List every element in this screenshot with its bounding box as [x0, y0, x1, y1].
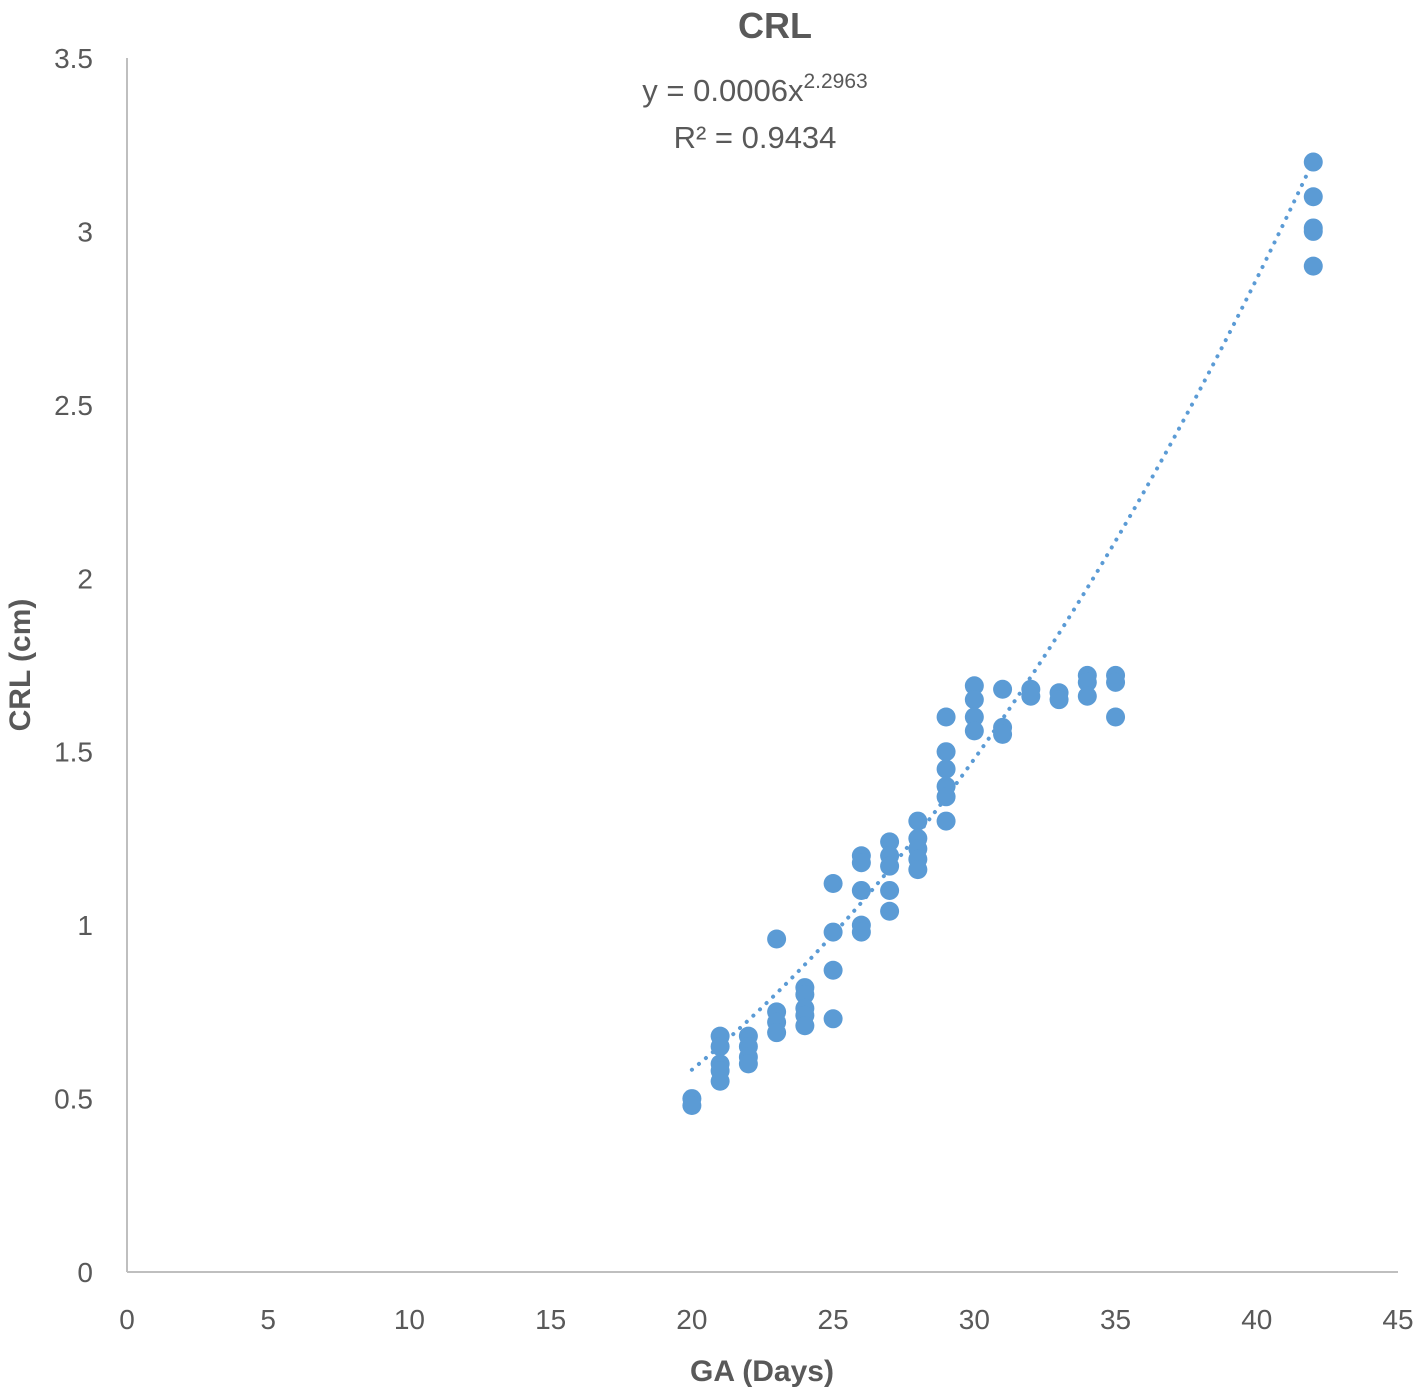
y-tick-label: 2 [77, 563, 93, 594]
data-point [936, 742, 956, 762]
trendline-equation-exponent: 2.2963 [803, 70, 867, 93]
y-tick-label: 3.5 [54, 43, 93, 74]
data-point [908, 860, 928, 880]
y-tick-labels: 0 0.5 1 1.5 2 2.5 3 3.5 [54, 43, 93, 1288]
data-point [1077, 686, 1097, 706]
data-point [880, 856, 900, 876]
x-tick-label: 0 [119, 1304, 135, 1335]
data-points [682, 152, 1323, 1116]
data-point [682, 1096, 702, 1116]
chart-title: CRL [738, 5, 812, 46]
data-point [851, 880, 871, 900]
x-tick-label: 40 [1241, 1304, 1272, 1335]
data-point [851, 853, 871, 873]
y-tick-label: 1 [77, 910, 93, 941]
data-point [1303, 187, 1323, 207]
data-point [993, 679, 1013, 699]
data-point [964, 721, 984, 741]
x-tick-label: 20 [676, 1304, 707, 1335]
data-point [795, 1016, 815, 1036]
x-tick-label: 25 [818, 1304, 849, 1335]
data-point [936, 759, 956, 779]
data-point [823, 874, 843, 894]
data-point [823, 960, 843, 980]
trendline-equation-base: y = 0.0006x [642, 73, 804, 108]
x-tick-labels: 0 5 10 15 20 25 30 35 40 45 [119, 1304, 1413, 1335]
y-axis-title: CRL (cm) [4, 599, 37, 732]
data-point [738, 1054, 758, 1074]
data-point [880, 880, 900, 900]
y-tick-label: 3 [77, 216, 93, 247]
trendline-equation: y = 0.0006x2.2963 [642, 70, 867, 108]
y-tick-label: 0 [77, 1257, 93, 1288]
trendline-path [689, 158, 1316, 1072]
data-point [936, 787, 956, 807]
data-point [936, 707, 956, 727]
data-point [1303, 152, 1323, 172]
data-point [964, 707, 984, 727]
data-point [851, 922, 871, 942]
data-point [823, 922, 843, 942]
x-tick-label: 15 [535, 1304, 566, 1335]
data-point [964, 690, 984, 710]
data-point [1303, 256, 1323, 276]
data-point [767, 929, 787, 949]
data-point [823, 1009, 843, 1029]
x-tick-label: 30 [959, 1304, 990, 1335]
trendline-r-squared: R² = 0.9434 [674, 120, 837, 155]
y-tick-label: 0.5 [54, 1084, 93, 1115]
x-tick-label: 5 [260, 1304, 276, 1335]
x-tick-label: 10 [394, 1304, 425, 1335]
data-point [993, 724, 1013, 744]
data-point [710, 1071, 730, 1091]
data-point [1106, 672, 1126, 692]
data-point [710, 1037, 730, 1057]
data-point [1049, 690, 1069, 710]
data-point [1303, 221, 1323, 241]
data-point [936, 811, 956, 831]
data-point [1077, 672, 1097, 692]
y-tick-label: 1.5 [54, 737, 93, 768]
data-point [767, 1023, 787, 1043]
data-point [1021, 686, 1041, 706]
data-point [908, 811, 928, 831]
data-point [880, 832, 900, 852]
data-point [1106, 707, 1126, 727]
data-point [880, 901, 900, 921]
x-tick-label: 35 [1100, 1304, 1131, 1335]
x-axis-title: GA (Days) [690, 1355, 834, 1388]
data-point [795, 985, 815, 1005]
data-point [964, 676, 984, 696]
x-tick-label: 45 [1382, 1304, 1413, 1335]
y-tick-label: 2.5 [54, 390, 93, 421]
